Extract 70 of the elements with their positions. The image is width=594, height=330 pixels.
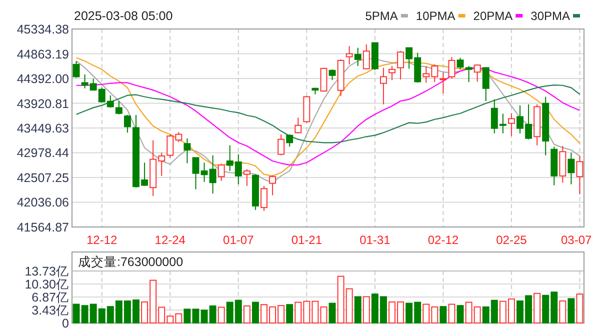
bar [559,300,566,324]
candlestick [278,134,285,156]
y-tick-label: 42978.44 [16,146,70,160]
candlestick [269,174,276,196]
chart-title: 2025-03-08 05:00 [74,9,173,23]
candlestick [218,163,225,182]
chart-title: 成交量:763000000 [78,254,184,269]
y-tick-label: 6.87亿 [32,290,69,304]
bar [328,302,336,324]
candlestick [397,50,404,80]
candlestick [362,44,370,70]
x-tick-label: 02-12 [428,233,459,247]
bar [286,304,294,324]
legend-label: 30PMA [530,9,570,23]
y-tick-label: 42036.06 [16,196,70,210]
bar [252,302,259,324]
candlestick [115,100,122,115]
bar [218,306,225,324]
candlestick [474,64,481,82]
bar [568,298,575,324]
candlestick [72,60,80,78]
candlestick [576,155,584,195]
y-tick-label: 43920.81 [16,96,70,111]
legend-label: 10PMA [416,9,456,23]
candlestick [448,56,456,80]
candlestick [346,46,353,65]
candlestick [320,67,328,92]
y-tick-label: 44392.00 [16,72,70,86]
x-tick-label: 02-25 [496,233,528,247]
candlestick [568,152,575,185]
y-tick-label: 43449.63 [16,122,70,136]
x-tick-label: 01-31 [360,233,391,247]
candlestick [380,67,387,105]
bar [456,305,464,324]
y-tick-label: 45334.38 [16,22,70,36]
bar [534,292,541,324]
x-tick-label: 12-12 [86,233,118,247]
candlestick [184,138,191,164]
candlestick [482,66,490,102]
x-tick-label: 12-24 [154,233,186,247]
candlestick [388,66,396,81]
x-tick-label: 01-07 [223,233,254,247]
bar [448,304,456,324]
y-tick-label: 44863.19 [16,47,70,62]
legend-label: 5PMA [365,9,398,23]
y-tick-label: 0 [62,316,70,330]
bar [576,294,584,324]
y-tick-label: 13.73亿 [24,264,69,278]
candlestick [192,157,200,190]
candlestick [286,134,294,148]
y-tick-label: 41564.87 [16,220,70,234]
line-series [76,84,580,144]
y-tick-label: 10.30亿 [24,277,69,292]
bar [354,296,362,324]
candlestick [294,117,302,134]
candlestick [243,168,250,186]
x-tick-label: 03-07 [560,233,592,247]
x-tick-label: 01-21 [291,233,322,247]
legend-label: 20PMA [473,9,513,23]
bar [440,306,447,324]
candlestick [508,112,515,137]
candlestick [440,72,447,94]
y-tick-label: 42507.25 [16,171,70,185]
bar [243,305,250,324]
bar [362,296,370,324]
candlestick [354,47,362,67]
candlestick [328,68,336,81]
candlestick [124,114,131,134]
y-tick-label: 3.43亿 [32,304,69,318]
candlestick [260,185,268,212]
